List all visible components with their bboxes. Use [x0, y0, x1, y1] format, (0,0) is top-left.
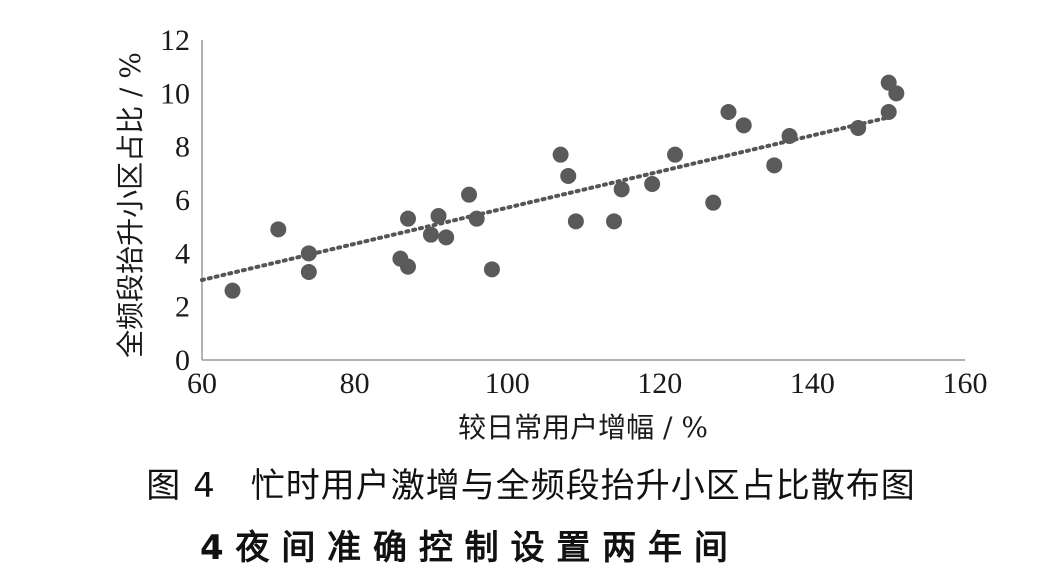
scatter-point	[430, 208, 447, 224]
scatter-point	[850, 120, 867, 136]
y-tick-label: 12	[160, 24, 190, 57]
scatter-point	[720, 104, 737, 120]
y-tick-label: 4	[175, 237, 190, 270]
scatter-point	[644, 176, 661, 192]
scatter-point	[567, 213, 584, 230]
scatter-point	[606, 213, 623, 230]
next-section-heading: 4 夜 间 准 确 控 制 设 置 两 年 间	[200, 528, 728, 568]
scatter-point	[400, 210, 417, 227]
data-points	[224, 74, 905, 299]
scatter-point	[300, 245, 317, 262]
scatter-point	[766, 157, 783, 174]
y-axis-title: 全频段抬升小区占比 / %	[114, 52, 147, 358]
scatter-point	[438, 229, 455, 246]
scatter-point	[300, 264, 317, 280]
scatter-point	[667, 146, 684, 163]
x-tick-label: 160	[943, 367, 988, 400]
scatter-point	[400, 258, 417, 275]
scatter-point	[270, 221, 287, 238]
y-tick-label: 0	[175, 344, 190, 377]
figure-caption: 图 4 忙时用户激增与全频段抬升小区占比散布图	[146, 466, 916, 506]
x-tick-labels: 60 80 100 120 140 160	[187, 367, 988, 400]
x-tick-label: 120	[637, 367, 682, 400]
x-tick-label: 140	[790, 367, 835, 400]
axes	[201, 40, 965, 361]
x-tick-label: 60	[187, 367, 217, 400]
y-tick-label: 6	[175, 184, 190, 217]
scatter-point	[461, 186, 478, 203]
scatter-point	[483, 261, 500, 278]
scatter-point	[705, 194, 722, 211]
x-axis-title: 较日常用户增幅 / %	[458, 411, 708, 444]
scatter-point	[888, 85, 905, 102]
scatter-chart: 60 80 100 120 140 160 0 2 4 6 8 10 12 较日常用户增幅 / % 全…	[114, 24, 988, 444]
y-tick-labels: 0 2 4 6 8 10 12	[160, 24, 190, 377]
scatter-point	[880, 104, 897, 120]
scatter-point	[468, 210, 485, 227]
scatter-point	[735, 117, 752, 134]
y-tick-label: 10	[160, 77, 190, 110]
scatter-point	[552, 146, 569, 163]
scatter-point	[422, 226, 439, 243]
x-tick-label: 80	[340, 367, 370, 400]
x-tick-label: 100	[485, 367, 530, 400]
scatter-point	[781, 128, 798, 144]
scatter-point	[224, 282, 241, 299]
scatter-point	[613, 181, 630, 198]
scatter-point	[560, 168, 577, 184]
y-tick-label: 2	[175, 291, 190, 324]
y-tick-label: 8	[175, 131, 190, 164]
